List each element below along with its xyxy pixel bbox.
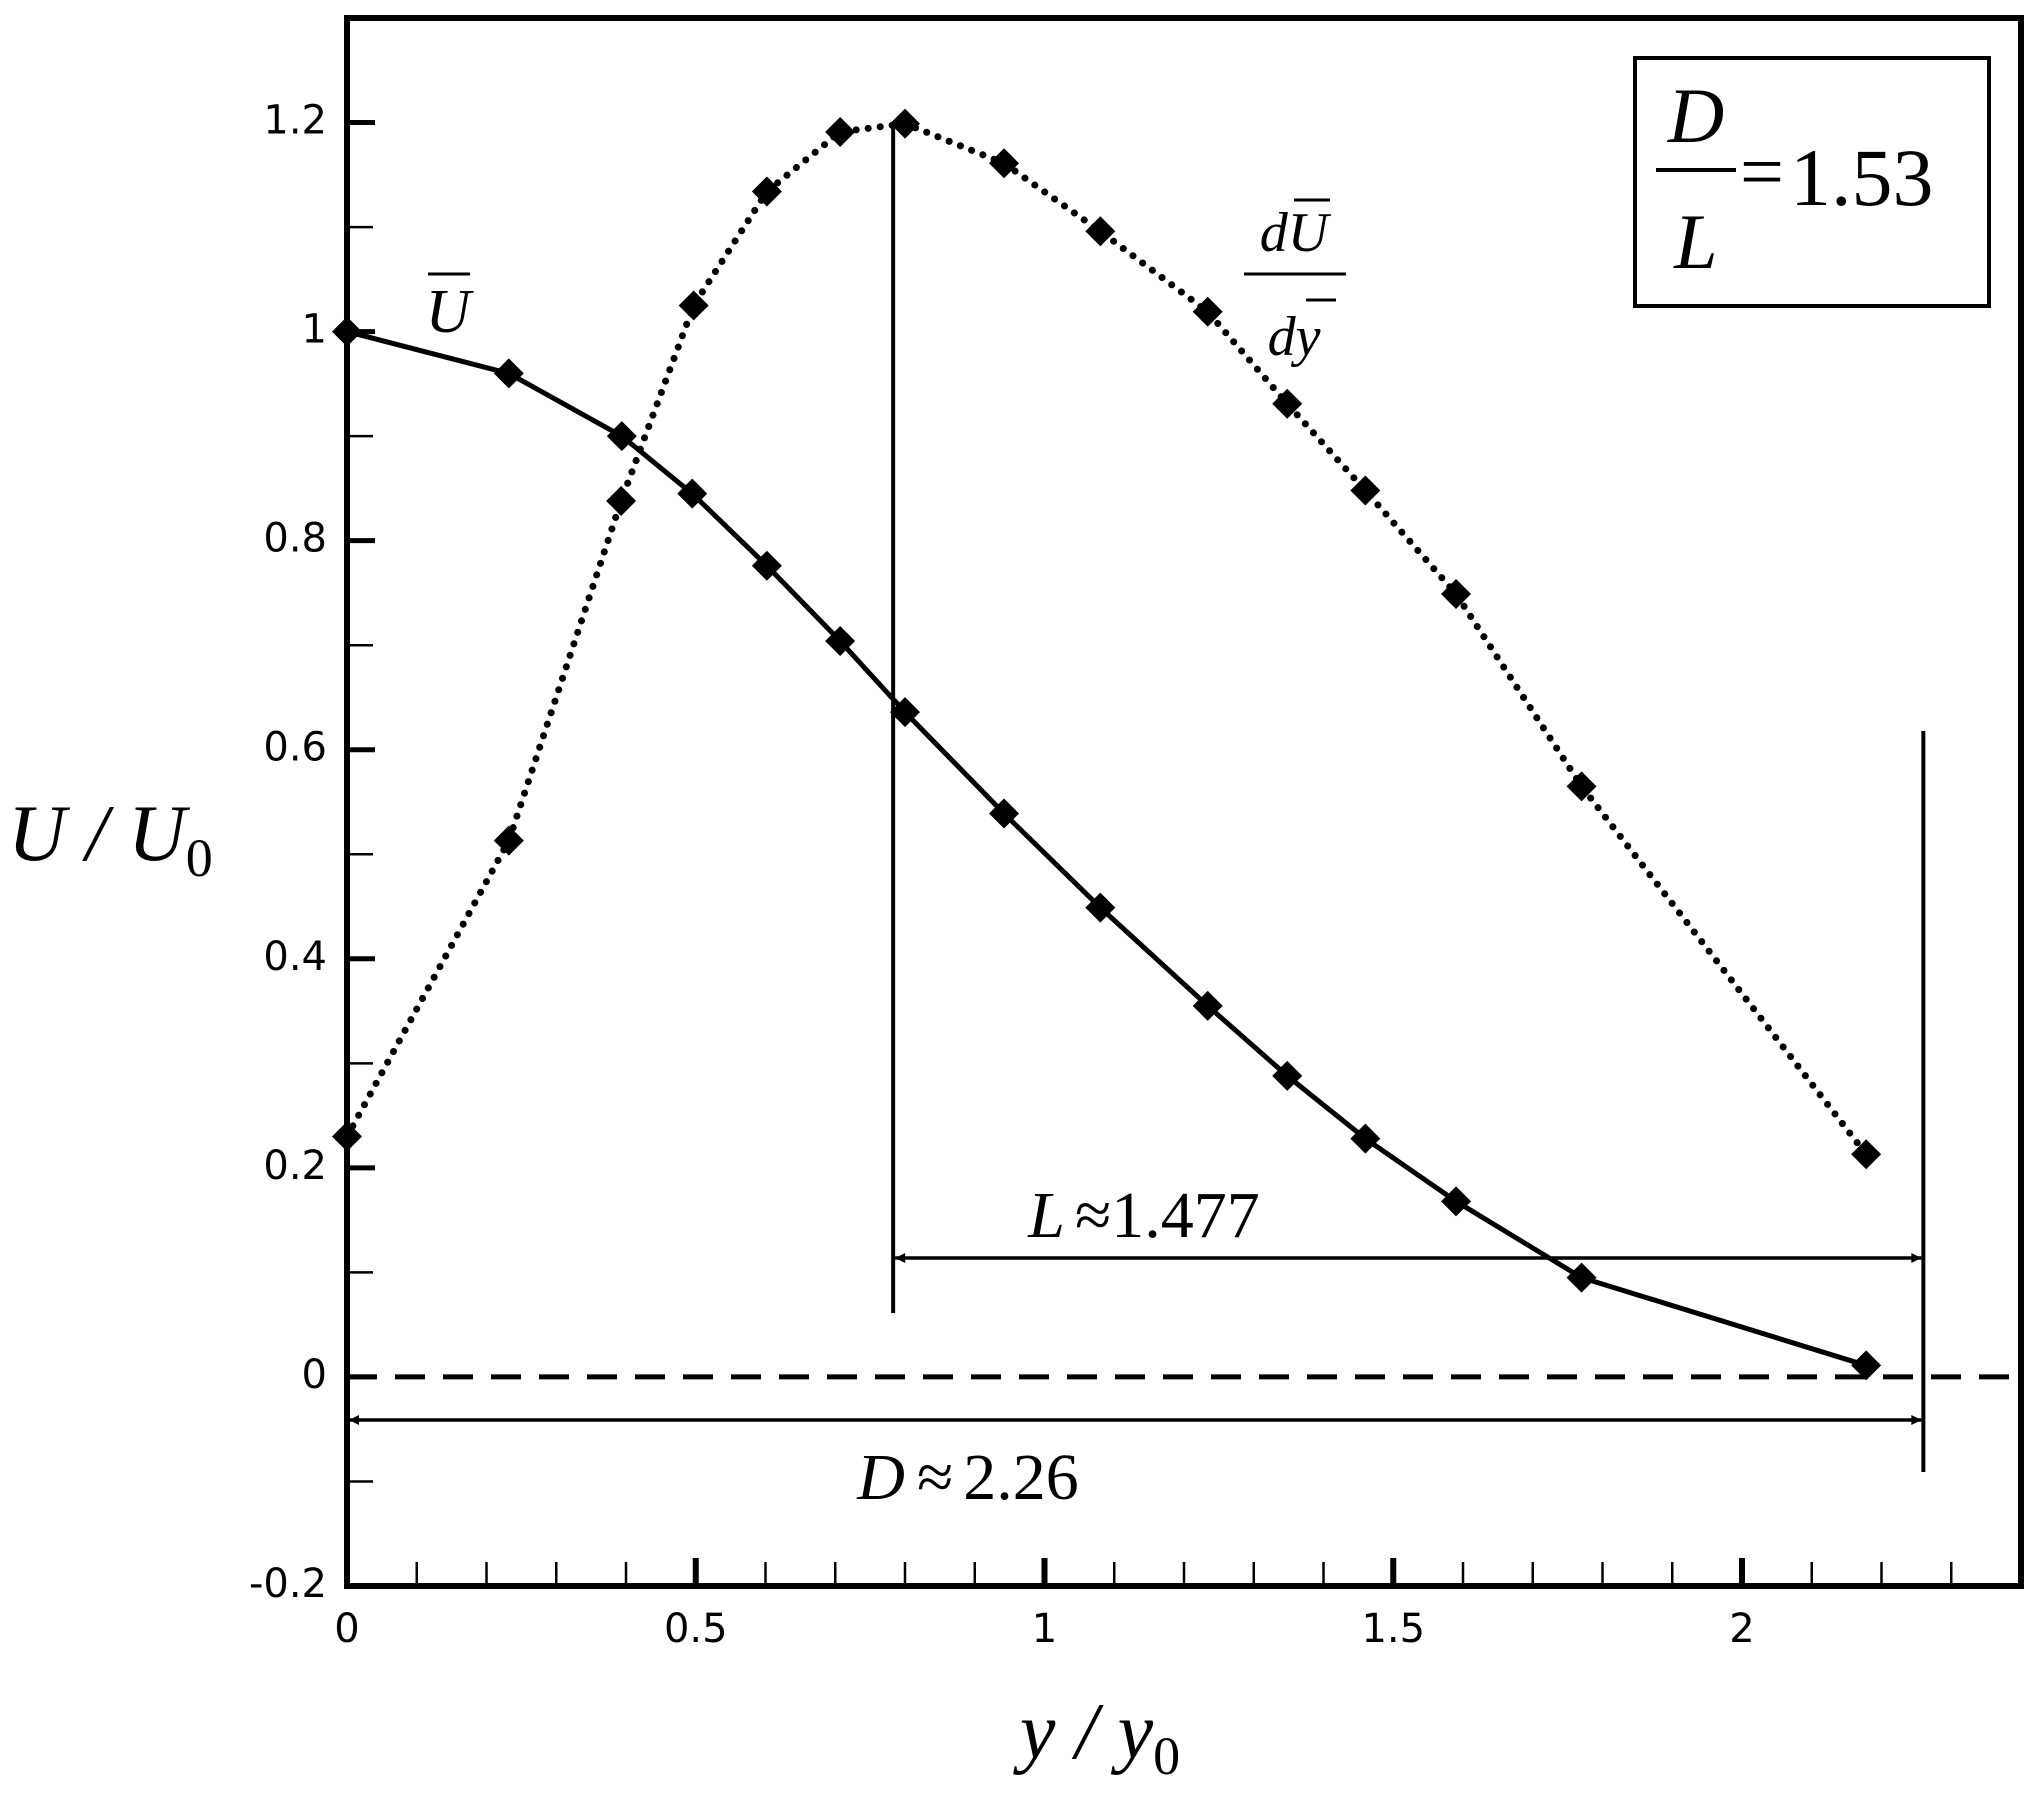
y-tick-label: -0.2 bbox=[249, 1561, 327, 1607]
ratio-numerator: D bbox=[1667, 72, 1724, 159]
marker bbox=[989, 148, 1020, 179]
marker bbox=[1851, 1350, 1882, 1381]
l-value: 1.477 bbox=[1111, 1179, 1260, 1252]
y-tick-label: 1.2 bbox=[263, 98, 327, 144]
marker bbox=[493, 825, 524, 856]
y-tick-label: 1 bbox=[302, 307, 327, 353]
marker bbox=[890, 108, 920, 139]
marker bbox=[678, 290, 709, 321]
marker bbox=[825, 116, 856, 147]
ratio-denominator: L bbox=[1673, 198, 1717, 285]
x-axis-label-text: y / y bbox=[1013, 1688, 1154, 1776]
d-annotation: D ≈2.26 bbox=[856, 1441, 1078, 1514]
marker bbox=[1566, 1262, 1597, 1293]
y-tick-label: 0.2 bbox=[263, 1143, 327, 1189]
x-axis-label: y / y0 bbox=[1013, 1688, 1180, 1786]
marker bbox=[1272, 1060, 1303, 1091]
y-tick-label: 0.4 bbox=[263, 934, 327, 980]
marker bbox=[890, 697, 920, 728]
marker bbox=[1192, 296, 1223, 327]
marker bbox=[606, 485, 637, 516]
marker bbox=[332, 1121, 362, 1152]
marker bbox=[1851, 1139, 1882, 1170]
ratio-value: 1.53 bbox=[1790, 132, 1934, 223]
marker bbox=[825, 626, 856, 657]
l-annotation: L ≈1.477 bbox=[1027, 1179, 1259, 1252]
marker bbox=[606, 421, 637, 452]
marker bbox=[1350, 475, 1381, 506]
series-label-denominator: dy bbox=[1268, 306, 1321, 368]
ratio-box bbox=[1633, 56, 1991, 308]
marker bbox=[677, 478, 708, 509]
marker bbox=[1085, 216, 1116, 247]
y-tick-label: 0.6 bbox=[263, 725, 327, 771]
x-tick-label: 1.5 bbox=[1361, 1606, 1425, 1652]
marker bbox=[751, 550, 782, 581]
y-axis-label-sub: 0 bbox=[186, 828, 213, 888]
marker bbox=[332, 316, 362, 347]
series-label: U bbox=[426, 278, 475, 346]
d-value: 2.26 bbox=[963, 1441, 1079, 1514]
y-tick-label: 0 bbox=[302, 1352, 327, 1398]
y-tick-label: 0.8 bbox=[263, 516, 327, 562]
marker bbox=[751, 176, 782, 207]
y-axis-label: U / U0 bbox=[8, 790, 213, 888]
x-tick-label: 0.5 bbox=[664, 1606, 728, 1652]
series-label-numerator: dU bbox=[1260, 202, 1332, 264]
marker bbox=[1350, 1123, 1381, 1154]
marker bbox=[493, 358, 524, 389]
y-axis-label-text: U / U bbox=[8, 790, 191, 878]
marker bbox=[1441, 1186, 1472, 1217]
ratio-relation: = bbox=[1740, 128, 1784, 215]
x-tick-label: 0 bbox=[334, 1606, 359, 1652]
l-relation: ≈ bbox=[1075, 1179, 1111, 1252]
d-relation: ≈ bbox=[917, 1441, 953, 1514]
l-symbol: L bbox=[1027, 1179, 1065, 1252]
marker bbox=[1085, 892, 1116, 923]
marker bbox=[989, 798, 1020, 829]
marker bbox=[1441, 578, 1472, 609]
marker bbox=[1272, 388, 1303, 419]
x-axis-label-sub: 0 bbox=[1153, 1726, 1180, 1786]
marker bbox=[1566, 771, 1597, 802]
marker bbox=[1192, 990, 1223, 1021]
x-tick-label: 2 bbox=[1729, 1606, 1754, 1652]
d-symbol: D bbox=[856, 1441, 905, 1514]
x-tick-label: 1 bbox=[1032, 1606, 1057, 1652]
